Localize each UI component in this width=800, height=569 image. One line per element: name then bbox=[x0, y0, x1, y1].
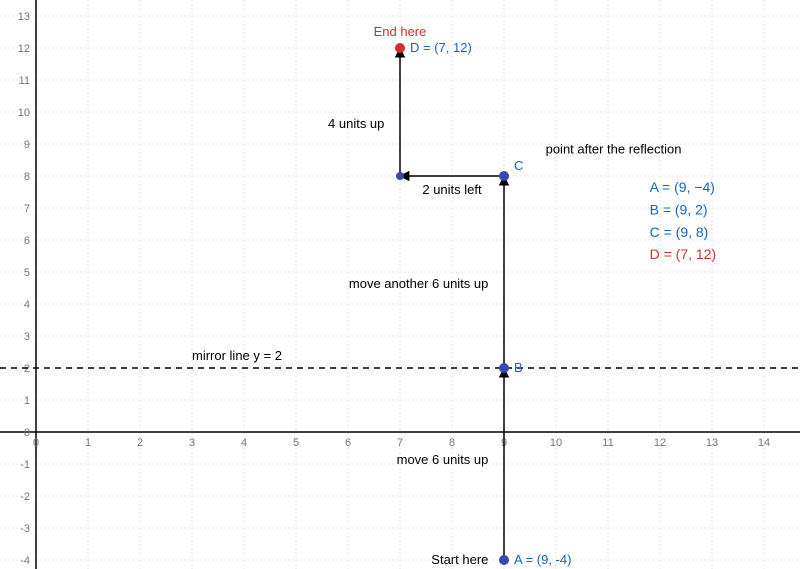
point-B bbox=[500, 364, 509, 373]
y-tick: 0 bbox=[24, 427, 30, 439]
y-tick: -4 bbox=[20, 555, 30, 567]
coordinate-chart: 01234567891011121314-4-3-2-1012345678910… bbox=[0, 0, 800, 569]
y-tick: -2 bbox=[20, 491, 30, 503]
x-tick: 5 bbox=[293, 437, 299, 449]
y-tick: 3 bbox=[24, 331, 30, 343]
label-B: B bbox=[514, 360, 523, 375]
x-tick: 4 bbox=[241, 437, 247, 449]
anno-end: End here bbox=[374, 24, 427, 39]
x-tick: 7 bbox=[397, 437, 403, 449]
y-tick: 9 bbox=[24, 139, 30, 151]
x-tick: 10 bbox=[550, 437, 562, 449]
eq-C: C = (9, 8) bbox=[650, 224, 709, 240]
x-tick: 6 bbox=[345, 437, 351, 449]
y-tick: 8 bbox=[24, 171, 30, 183]
eq-D: D = (7, 12) bbox=[650, 246, 717, 262]
y-tick: 6 bbox=[24, 235, 30, 247]
y-tick: 12 bbox=[18, 43, 30, 55]
y-tick: -3 bbox=[20, 523, 30, 535]
y-tick: 4 bbox=[24, 299, 30, 311]
y-tick: 13 bbox=[18, 11, 30, 23]
anno-move1: move 6 units up bbox=[397, 452, 489, 467]
x-tick: 2 bbox=[137, 437, 143, 449]
y-tick: 10 bbox=[18, 107, 30, 119]
point-C bbox=[500, 172, 509, 181]
label-A: A = (9, -4) bbox=[514, 552, 571, 567]
y-tick: -1 bbox=[20, 459, 30, 471]
point-A bbox=[500, 556, 509, 565]
x-tick: 8 bbox=[449, 437, 455, 449]
x-tick: 3 bbox=[189, 437, 195, 449]
x-tick: 1 bbox=[85, 437, 91, 449]
y-tick: 11 bbox=[19, 75, 30, 87]
anno-mirror: mirror line y = 2 bbox=[192, 348, 282, 363]
anno-start: Start here bbox=[431, 552, 488, 567]
x-tick: 12 bbox=[654, 437, 666, 449]
y-tick: 2 bbox=[24, 363, 30, 375]
x-tick: 0 bbox=[33, 437, 39, 449]
anno-reflect: point after the reflection bbox=[546, 142, 682, 157]
point-D bbox=[396, 44, 405, 53]
anno-move3: 2 units left bbox=[422, 182, 482, 197]
anno-move4: 4 units up bbox=[328, 116, 384, 131]
eq-B: B = (9, 2) bbox=[650, 201, 708, 217]
y-tick: 5 bbox=[24, 267, 30, 279]
anno-move2: move another 6 units up bbox=[349, 276, 488, 291]
label-C: C bbox=[514, 158, 523, 173]
x-tick: 11 bbox=[602, 437, 613, 449]
point-mid bbox=[396, 172, 404, 180]
y-tick: 7 bbox=[24, 203, 30, 215]
eq-A: A = (9, −4) bbox=[650, 179, 715, 195]
x-tick: 14 bbox=[758, 437, 770, 449]
label-D: D = (7, 12) bbox=[410, 40, 472, 55]
x-tick: 13 bbox=[706, 437, 718, 449]
y-tick: 1 bbox=[24, 395, 30, 407]
